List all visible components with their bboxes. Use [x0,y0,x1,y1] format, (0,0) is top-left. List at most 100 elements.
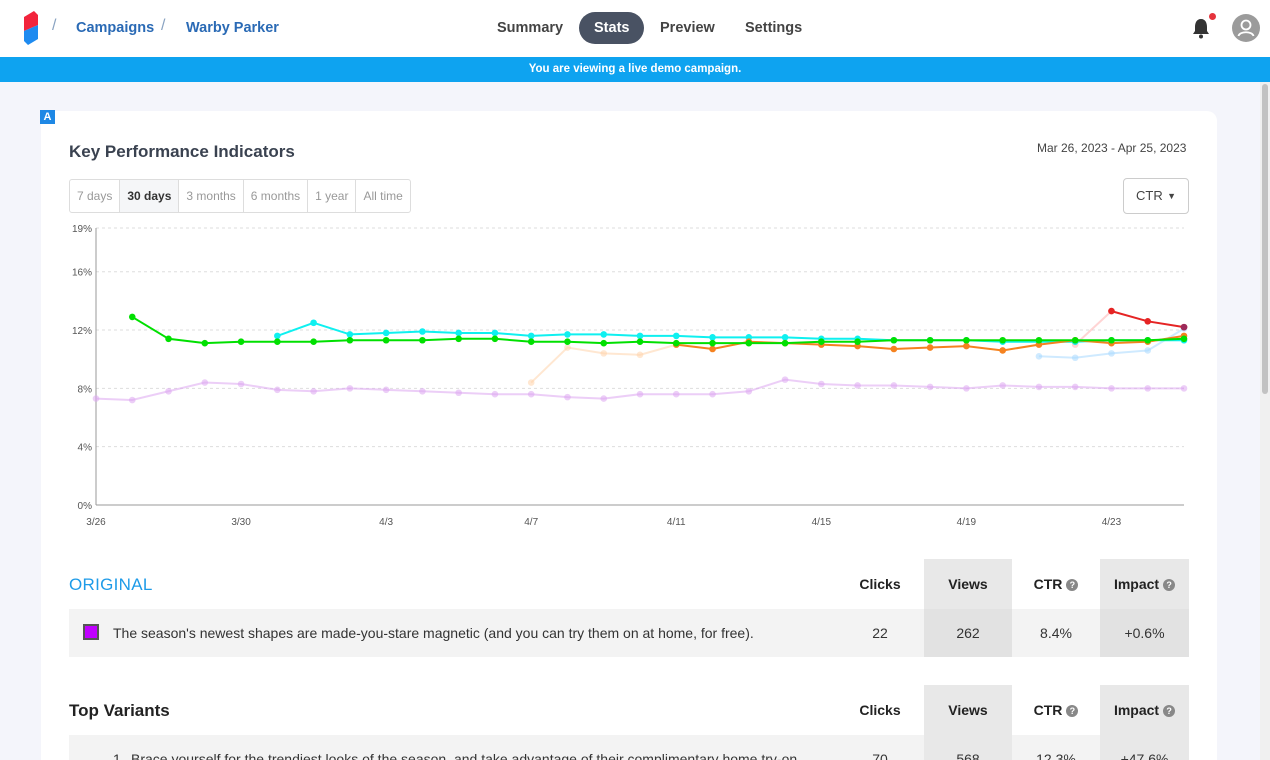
data-point [382,336,390,344]
data-point [1144,347,1152,354]
tab-preview[interactable]: Preview [660,20,715,36]
variant-row-1-text[interactable]: Brace yourself for the trendiest looks o… [131,751,798,760]
data-point [419,336,426,344]
scrollbar-thumb[interactable] [1262,84,1268,394]
metric-select-value: CTR [1136,188,1163,203]
range-6-months[interactable]: 6 months [244,180,309,212]
help-icon[interactable]: ? [1066,579,1079,591]
scrollbar[interactable] [1260,82,1270,760]
data-point [310,319,317,327]
data-point [963,342,970,350]
bell-icon[interactable] [1190,16,1212,40]
data-point [310,338,317,346]
range-1-year[interactable]: 1 year [308,180,357,212]
range-30-days[interactable]: 30 days [120,180,180,212]
data-point [963,385,970,392]
range-7-days[interactable]: 7 days [70,180,121,212]
data-point [890,345,898,353]
data-point [636,390,644,398]
y-tick-label: 12% [72,326,92,337]
data-point [818,380,825,388]
data-point [709,339,716,347]
x-tick-label: 3/26 [86,517,106,528]
user-avatar-icon[interactable] [1232,14,1260,42]
original-ctr-header-label: CTR [1033,576,1063,592]
tab-stats[interactable]: Stats [579,12,645,44]
data-point [274,386,281,394]
tab-settings[interactable]: Settings [745,20,803,36]
data-point [600,350,608,357]
top-bar: / Campaigns / Warby Parker Summary Stats… [0,0,1270,57]
data-point [926,336,934,344]
data-point [1071,336,1079,344]
original-row-bg [1012,609,1100,657]
original-color-swatch [83,624,99,640]
data-point [128,313,136,321]
series-line [131,316,1185,345]
y-tick-label: 4% [78,443,93,454]
variant-row-bg [69,735,924,760]
data-point [455,329,462,337]
data-point [636,338,644,346]
data-point [745,387,753,395]
data-point [1144,318,1152,325]
data-point [1180,335,1188,343]
data-point [527,379,535,386]
data-point [1144,385,1152,392]
data-point [92,395,100,402]
x-tick-label: 3/30 [231,517,251,528]
data-point [1144,336,1152,344]
data-point [1180,385,1188,392]
data-point [165,335,172,343]
help-icon[interactable]: ? [1163,705,1176,717]
data-point [926,383,934,391]
original-section-title: ORIGINAL [69,575,153,594]
y-tick-label: 8% [78,384,93,395]
original-views-cell-bg [924,609,1012,657]
data-point [382,329,390,337]
data-point [963,336,970,344]
data-point [1035,352,1043,360]
data-point [600,339,608,347]
data-point [1071,383,1079,391]
ctr-line-chart: 0% 4% 8% 12% 16% 19% 3/26 3/30 4/3 4/7 4/11 4/15 4/1… [72,224,1188,528]
range-3-months[interactable]: 3 months [179,180,244,212]
data-point [201,339,209,347]
data-point [382,386,390,394]
data-point [564,344,571,351]
data-point [491,329,499,337]
data-point [527,390,535,398]
data-point [201,379,209,386]
data-point [600,331,608,338]
original-clicks: 22 [872,625,888,641]
data-point [890,382,898,389]
help-icon[interactable]: ? [1066,705,1079,717]
original-views-header: Views [948,576,988,592]
variant-row-1-clicks: 70 [872,751,888,760]
data-point [818,338,825,346]
breadcrumb-separator: / [161,17,166,34]
breadcrumb-campaigns[interactable]: Campaigns [76,20,155,36]
data-point [455,335,462,343]
app-logo[interactable] [22,11,40,45]
y-tick-label: 19% [72,224,92,235]
data-point [636,351,644,359]
original-impact-header: Impact? [1100,576,1189,592]
breadcrumb-warby-parker[interactable]: Warby Parker [186,20,279,36]
data-point [564,393,571,401]
original-impact: +0.6% [1124,625,1165,641]
data-point [527,338,535,346]
x-tick-label: 4/7 [524,517,538,528]
data-point [781,376,789,383]
variants-views-header: Views [948,702,988,718]
original-impact-cell-bg [1100,609,1189,657]
data-point [999,382,1006,389]
tab-summary[interactable]: Summary [497,20,564,36]
range-all-time[interactable]: All time [363,189,403,203]
data-point [709,334,716,341]
metric-select[interactable]: CTR ▼ [1123,178,1189,214]
help-icon[interactable]: ? [1163,579,1176,591]
data-point [274,332,281,340]
data-point [237,380,245,388]
data-point [491,390,499,398]
